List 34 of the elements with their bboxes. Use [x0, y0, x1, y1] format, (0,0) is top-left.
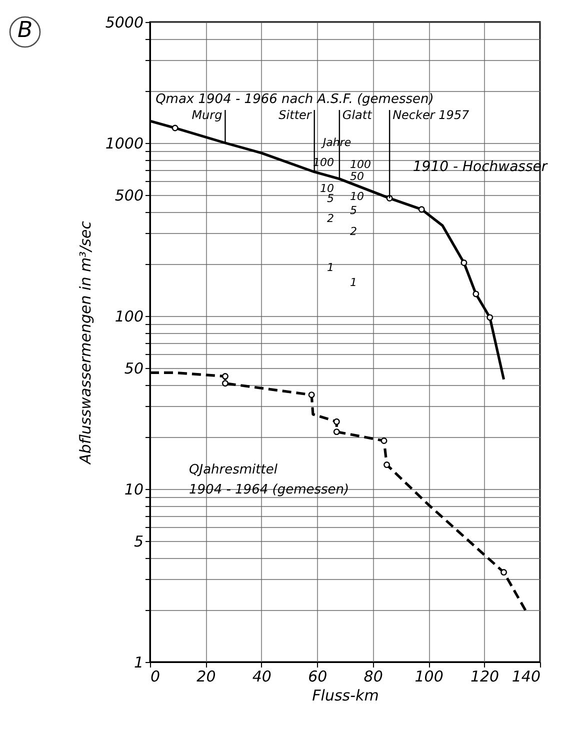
- annotation: 1: [350, 276, 357, 289]
- y-tick-label: 500: [114, 186, 144, 205]
- y-tick-label: 5: [134, 532, 144, 551]
- x-tick-label: 20: [196, 668, 216, 686]
- x-tick-label: 80: [364, 668, 383, 686]
- x-axis-title: Fluss-km: [312, 686, 379, 704]
- annotation: 50: [350, 170, 364, 183]
- annotation: Sitter: [278, 108, 312, 122]
- x-tick-label: 0: [150, 668, 160, 686]
- text: B: [17, 18, 33, 43]
- annotation: Murg: [192, 108, 223, 122]
- y-tick-label: 100: [114, 307, 144, 326]
- y-axis-title: Abflusswassermengen in m³/sec: [76, 220, 94, 465]
- annotation: 1: [327, 261, 334, 274]
- annotation: 2: [350, 225, 357, 238]
- annotation: 10: [350, 190, 364, 203]
- x-tick-label: 40: [252, 668, 272, 686]
- x-tick-label: 100: [414, 668, 444, 686]
- annotation: 5: [350, 204, 357, 217]
- annotation: Necker 1957: [392, 108, 470, 122]
- x-tick-label: 60: [308, 668, 328, 686]
- annotation: 100: [350, 158, 371, 171]
- series-label: Qmax 1904 - 1966 nach A.S.F. (gemessen): [156, 92, 434, 107]
- annotation: 5: [327, 192, 334, 205]
- annotation: 10: [320, 182, 334, 195]
- y-tick-label: 1000: [105, 134, 144, 152]
- y-tick-label: 10: [124, 480, 144, 498]
- x-tick-label: 120: [470, 668, 500, 686]
- y-tick-label: 5000: [105, 14, 144, 32]
- x-tick-label: 140: [512, 668, 540, 686]
- annotation: Glatt: [342, 108, 374, 122]
- y-tick-label: 50: [124, 360, 144, 378]
- y-tick-label: 1: [134, 654, 144, 672]
- annotation: 2: [327, 212, 334, 225]
